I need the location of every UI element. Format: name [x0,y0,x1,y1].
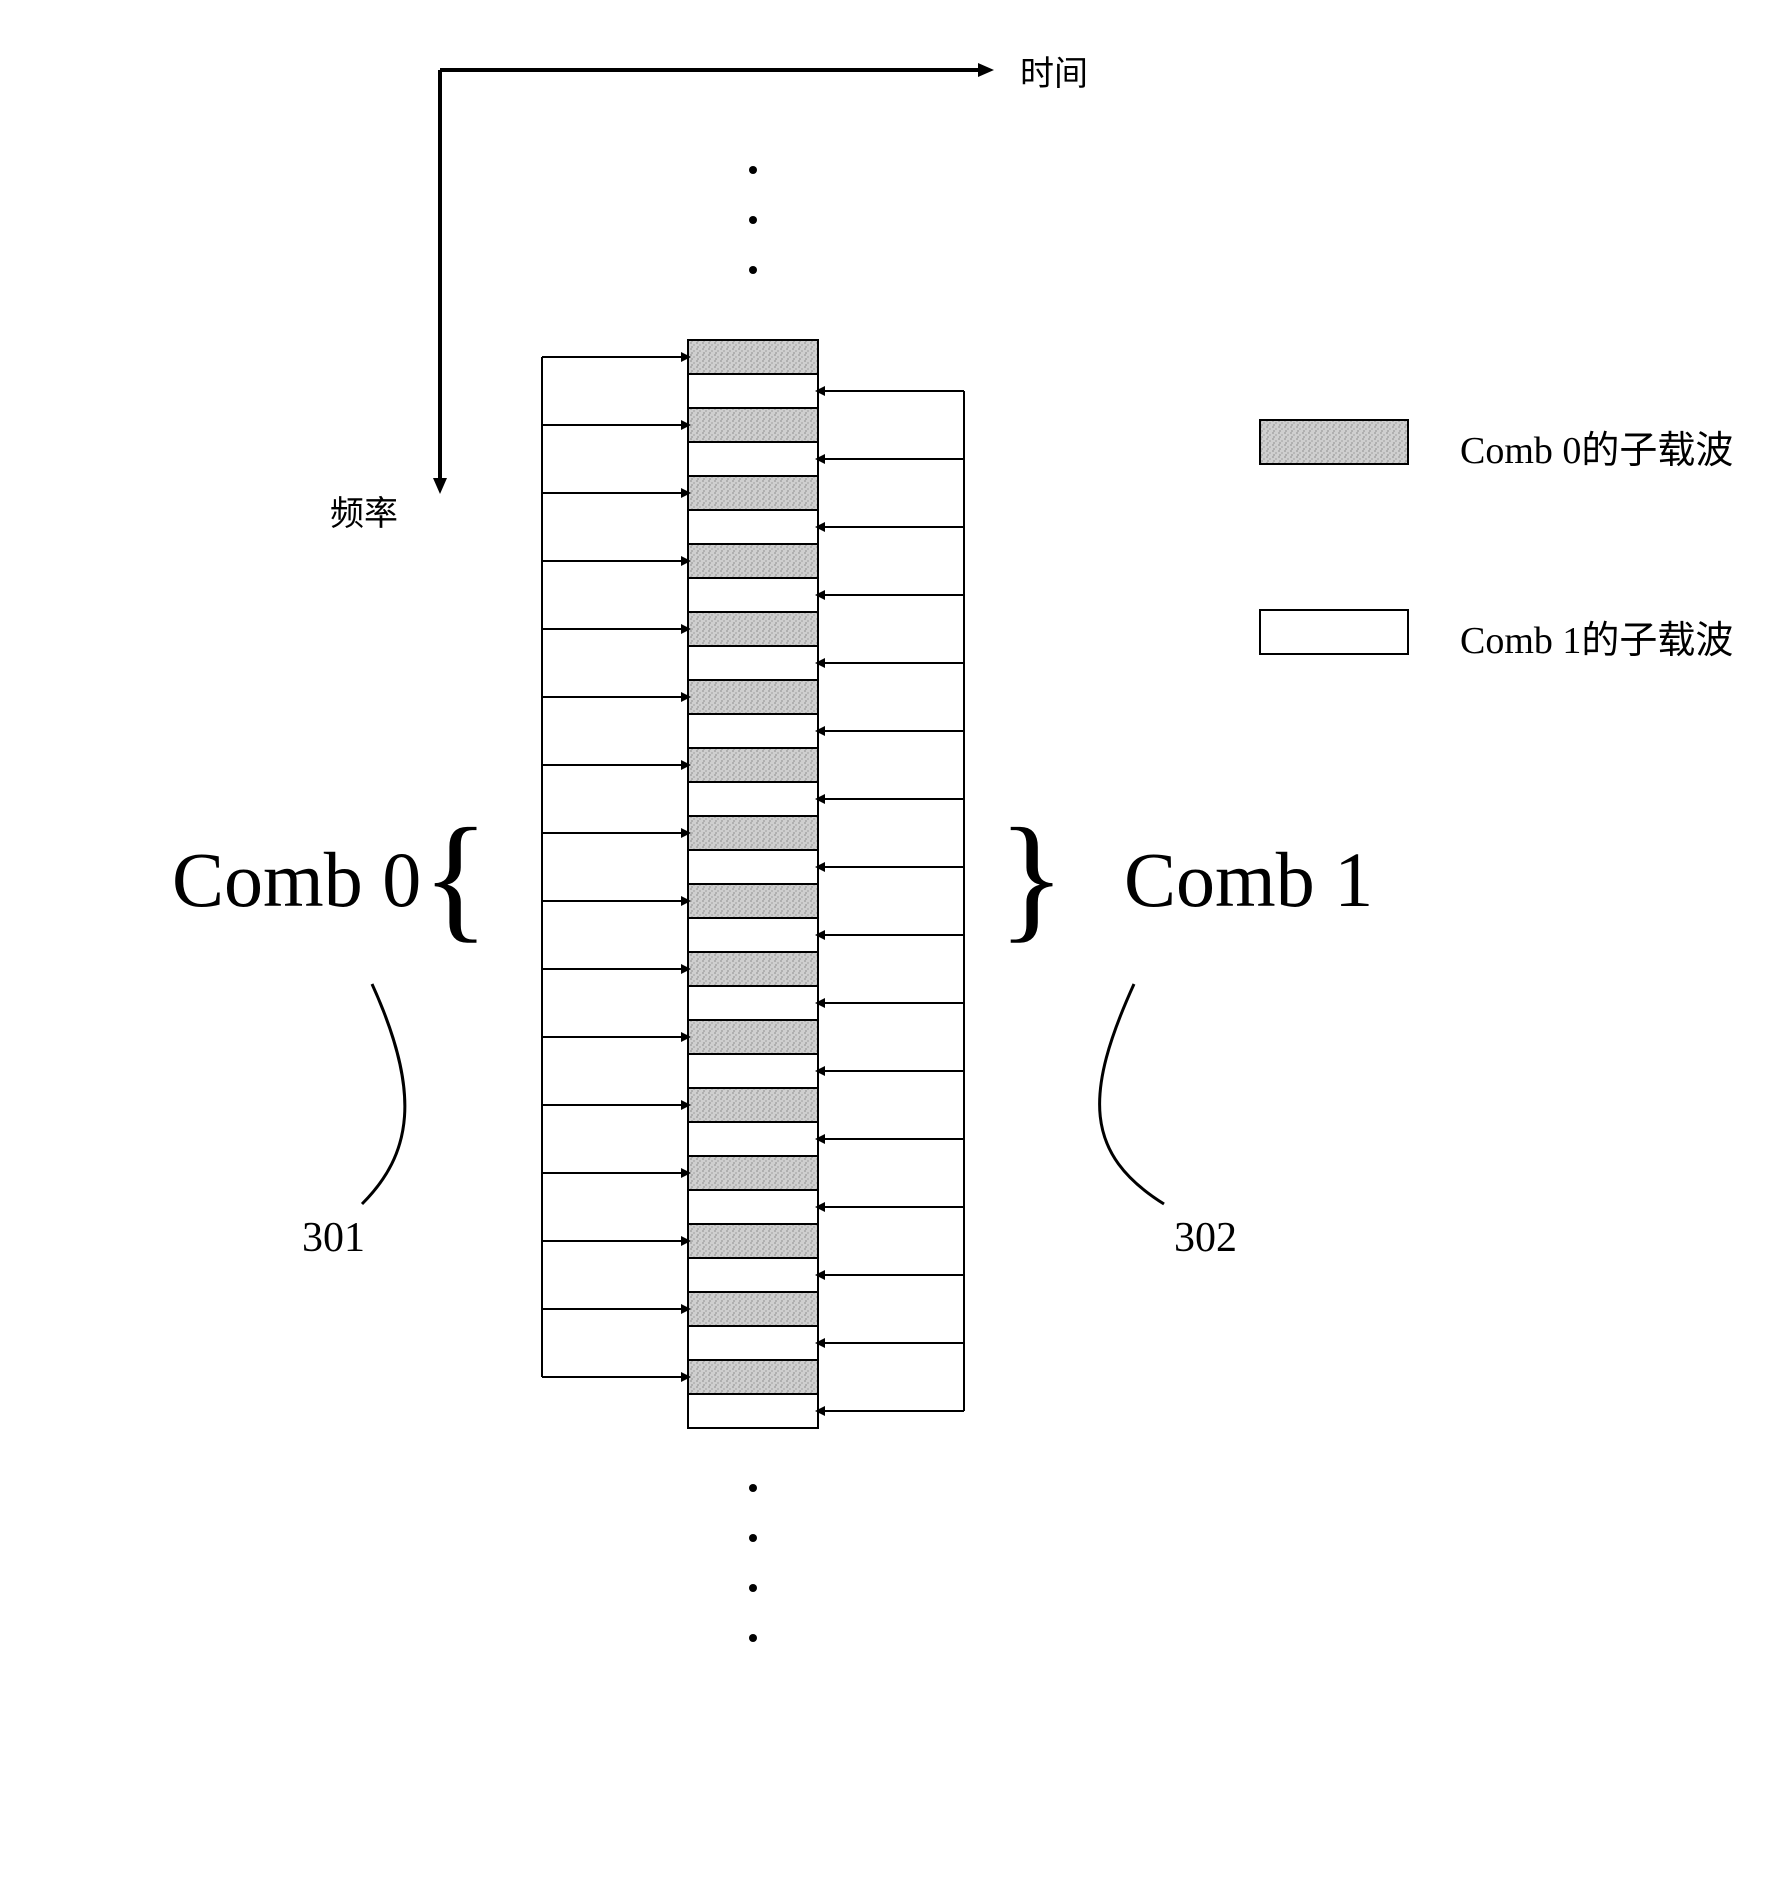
subcarrier-cell [688,1020,818,1054]
axis-time-label: 时间 [1020,46,1088,95]
subcarrier-cell [688,646,818,680]
subcarrier-cell [688,1258,818,1292]
subcarrier-cell [688,1156,818,1190]
subcarrier-cell [688,1224,818,1258]
subcarrier-cell [688,850,818,884]
legend-label: Comb 0的子载波 [1460,419,1733,474]
subcarrier-cell [688,442,818,476]
left-brace-icon: { [422,808,489,948]
subcarrier-cell [688,1122,818,1156]
comb1-label: Comb 1 [1124,835,1373,925]
subcarrier-cell [688,1326,818,1360]
subcarrier-cell [688,952,818,986]
subcarrier-cell [688,476,818,510]
subcarrier-cell [688,340,818,374]
subcarrier-cell [688,1088,818,1122]
ref-302: 302 [1174,1214,1237,1262]
legend-label: Comb 1的子载波 [1460,609,1733,664]
subcarrier-cell [688,544,818,578]
subcarrier-cell [688,918,818,952]
comb0-label: Comb 0 [172,835,421,925]
legend-swatch [1260,420,1408,464]
subcarrier-cell [688,578,818,612]
subcarrier-cell [688,884,818,918]
right-brace-icon: } [998,808,1065,948]
axis-freq-label: 频率 [330,486,398,535]
subcarrier-cell [688,816,818,850]
subcarrier-cell [688,1292,818,1326]
subcarrier-cell [688,1360,818,1394]
subcarrier-cell [688,986,818,1020]
subcarrier-cell [688,748,818,782]
subcarrier-cell [688,374,818,408]
ref-301: 301 [302,1214,365,1262]
subcarrier-cell [688,1054,818,1088]
subcarrier-cell [688,1190,818,1224]
subcarrier-cell [688,612,818,646]
legend-swatch [1260,610,1408,654]
subcarrier-cell [688,408,818,442]
subcarrier-cell [688,1394,818,1428]
subcarrier-cell [688,714,818,748]
subcarrier-cell [688,510,818,544]
subcarrier-cell [688,782,818,816]
subcarrier-cell [688,680,818,714]
